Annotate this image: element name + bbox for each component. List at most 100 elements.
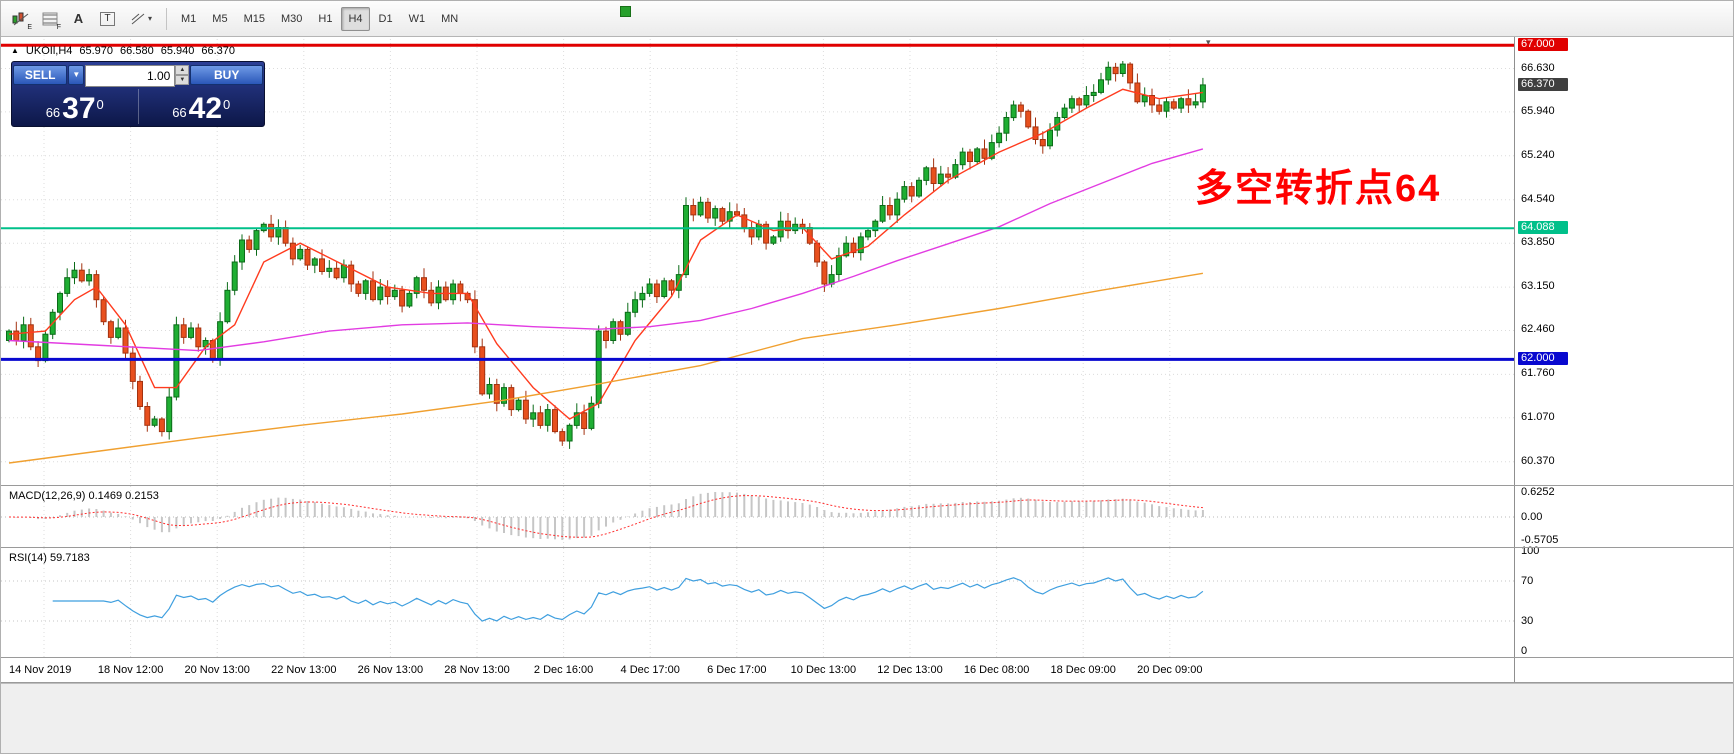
chart-objects-icon xyxy=(12,12,28,25)
buy-button[interactable]: BUY xyxy=(190,64,263,85)
axis-price-label: 61.760 xyxy=(1521,367,1555,380)
axis-price-label: 0.00 xyxy=(1521,511,1543,523)
trade-controls-row: SELL ▼ ▲ ▼ BUY xyxy=(12,62,264,87)
toolbar-separator xyxy=(166,7,167,30)
macd-label: MACD(12,26,9) 0.1469 0.2153 xyxy=(9,490,159,502)
volume-input[interactable] xyxy=(85,64,176,87)
symbol-period-label: UKOIl,H4 xyxy=(25,45,73,57)
time-axis-label: 12 Dec 13:00 xyxy=(877,664,943,676)
open-value: 65.970 xyxy=(79,45,114,57)
volume-spinner: ▲ ▼ xyxy=(175,64,190,85)
time-axis-label: 2 Dec 16:00 xyxy=(533,664,594,676)
draw-tools-icon xyxy=(131,13,145,24)
window-bottom-filler xyxy=(1,683,1733,753)
text-label-icon: A xyxy=(73,11,84,26)
time-axis-label: 22 Nov 13:00 xyxy=(271,664,337,676)
axis-price-label: 66.630 xyxy=(1521,61,1555,74)
axis-price-label: 60.370 xyxy=(1521,454,1555,467)
candles-layer xyxy=(6,61,1206,449)
price-divider xyxy=(137,89,139,124)
time-axis-label: 20 Nov 13:00 xyxy=(184,664,250,676)
chart-objects-button[interactable]: E xyxy=(7,6,34,32)
time-axis[interactable]: 14 Nov 2019 18 Nov 12:00 20 Nov 13:00 22 No… xyxy=(1,658,1514,682)
symbol-ohlc-readout: ▲ UKOIl,H4 65.970 66.580 65.940 66.370 xyxy=(11,45,235,57)
chart-annotation-text[interactable]: 多空转折点64 xyxy=(1195,168,1442,210)
macd-signal-line xyxy=(8,495,1203,538)
panel-separator[interactable] xyxy=(1,657,1733,658)
axis-price-label: 66.370 xyxy=(1518,77,1568,91)
time-axis-label: 18 Dec 09:00 xyxy=(1050,664,1116,676)
rsi-line xyxy=(52,577,1204,622)
axis-price-label: 64.088 xyxy=(1518,221,1568,235)
time-axis-label: 16 Dec 08:00 xyxy=(963,664,1030,676)
fast-ma-line xyxy=(8,88,1203,420)
indicators-button[interactable]: F xyxy=(36,6,63,32)
misc-green-icon xyxy=(620,6,631,17)
ask-main-digits: 42 xyxy=(188,92,223,125)
axis-price-label: 61.070 xyxy=(1521,410,1555,423)
chevron-down-icon: ▼ xyxy=(72,70,81,79)
macd-histogram xyxy=(15,492,1204,540)
panel-separator[interactable] xyxy=(1,547,1733,548)
axis-price-label: 100 xyxy=(1521,545,1540,557)
volume-decrease-button[interactable]: ▼ xyxy=(175,74,190,85)
macd-canvas xyxy=(1,486,1514,547)
top-toolbar: E F A T ▾ M1 M5 M15 M30 H1 H4 D1 W1 xyxy=(1,1,1733,37)
macd-indicator-panel[interactable] xyxy=(1,486,1514,547)
time-axis-label: 14 Nov 2019 xyxy=(9,664,72,676)
ask-integer: 66 xyxy=(172,105,187,120)
indicators-icon xyxy=(42,12,57,25)
timeframe-m5-button[interactable]: M5 xyxy=(205,7,234,31)
sell-button[interactable]: SELL xyxy=(13,64,68,85)
low-value: 65.940 xyxy=(160,45,195,57)
text-label-button[interactable]: A xyxy=(65,6,92,32)
main-chart-canvas xyxy=(1,39,1514,485)
icon-badge: E xyxy=(27,23,32,31)
ask-pip-digit: 0 xyxy=(223,97,231,112)
time-axis-label: 26 Nov 13:00 xyxy=(357,664,424,676)
time-axis-label: 6 Dec 17:00 xyxy=(707,664,767,676)
rsi-indicator-panel[interactable] xyxy=(1,548,1514,657)
axis-price-label: 67.000 xyxy=(1518,38,1568,52)
chart-shift-marker-icon[interactable]: ▾ xyxy=(1206,37,1211,47)
timeframe-m15-button[interactable]: M15 xyxy=(237,7,272,31)
rsi-label: RSI(14) 59.7183 xyxy=(9,552,90,564)
panel-separator xyxy=(1,682,1733,683)
timeframe-m30-button[interactable]: M30 xyxy=(274,7,309,31)
time-axis-label: 18 Nov 12:00 xyxy=(97,664,164,676)
volume-control: ▲ ▼ xyxy=(85,64,190,87)
price-axis[interactable]: 67.000 66.630 66.370 65.940 65.240 64.540 64.0… xyxy=(1514,37,1733,683)
axis-price-label: 0.6252 xyxy=(1521,485,1555,498)
medium-ma-line xyxy=(8,148,1204,352)
axis-price-label: 63.850 xyxy=(1521,236,1555,249)
draw-tools-button[interactable]: ▾ xyxy=(123,6,159,32)
axis-price-label: 62.460 xyxy=(1521,323,1555,336)
axis-price-label: -0.5705 xyxy=(1521,533,1559,546)
timeframe-mn-button[interactable]: MN xyxy=(434,7,465,31)
volume-increase-button[interactable]: ▲ xyxy=(175,64,190,75)
bid-integer: 66 xyxy=(45,105,61,120)
rsi-canvas xyxy=(1,548,1514,657)
timeframe-h4-button[interactable]: H4 xyxy=(341,6,370,31)
timeframe-w1-button[interactable]: W1 xyxy=(402,7,433,31)
close-value: 66.370 xyxy=(201,45,236,57)
axis-price-label: 30 xyxy=(1521,615,1534,627)
chevron-down-icon: ▾ xyxy=(147,14,152,23)
panel-separator[interactable] xyxy=(1,485,1733,486)
time-axis-label: 10 Dec 13:00 xyxy=(790,664,857,676)
axis-price-label: 62.000 xyxy=(1518,352,1568,366)
textbox-button[interactable]: T xyxy=(94,6,121,32)
axis-price-label: 65.940 xyxy=(1521,104,1555,117)
axis-price-label: 70 xyxy=(1521,575,1534,587)
axis-price-label: 0 xyxy=(1521,645,1528,657)
timeframe-m1-button[interactable]: M1 xyxy=(174,7,203,31)
time-axis-label: 4 Dec 17:00 xyxy=(620,664,680,676)
axis-price-label: 63.150 xyxy=(1521,280,1555,293)
bid-pip-digit: 0 xyxy=(96,97,104,112)
icon-badge: F xyxy=(56,23,61,31)
timeframe-h1-button[interactable]: H1 xyxy=(311,7,339,31)
trade-options-button[interactable]: ▼ xyxy=(68,64,85,85)
one-click-trading-panel: SELL ▼ ▲ ▼ BUY 66 37 0 66 42 0 xyxy=(11,61,265,127)
timeframe-d1-button[interactable]: D1 xyxy=(372,7,400,31)
